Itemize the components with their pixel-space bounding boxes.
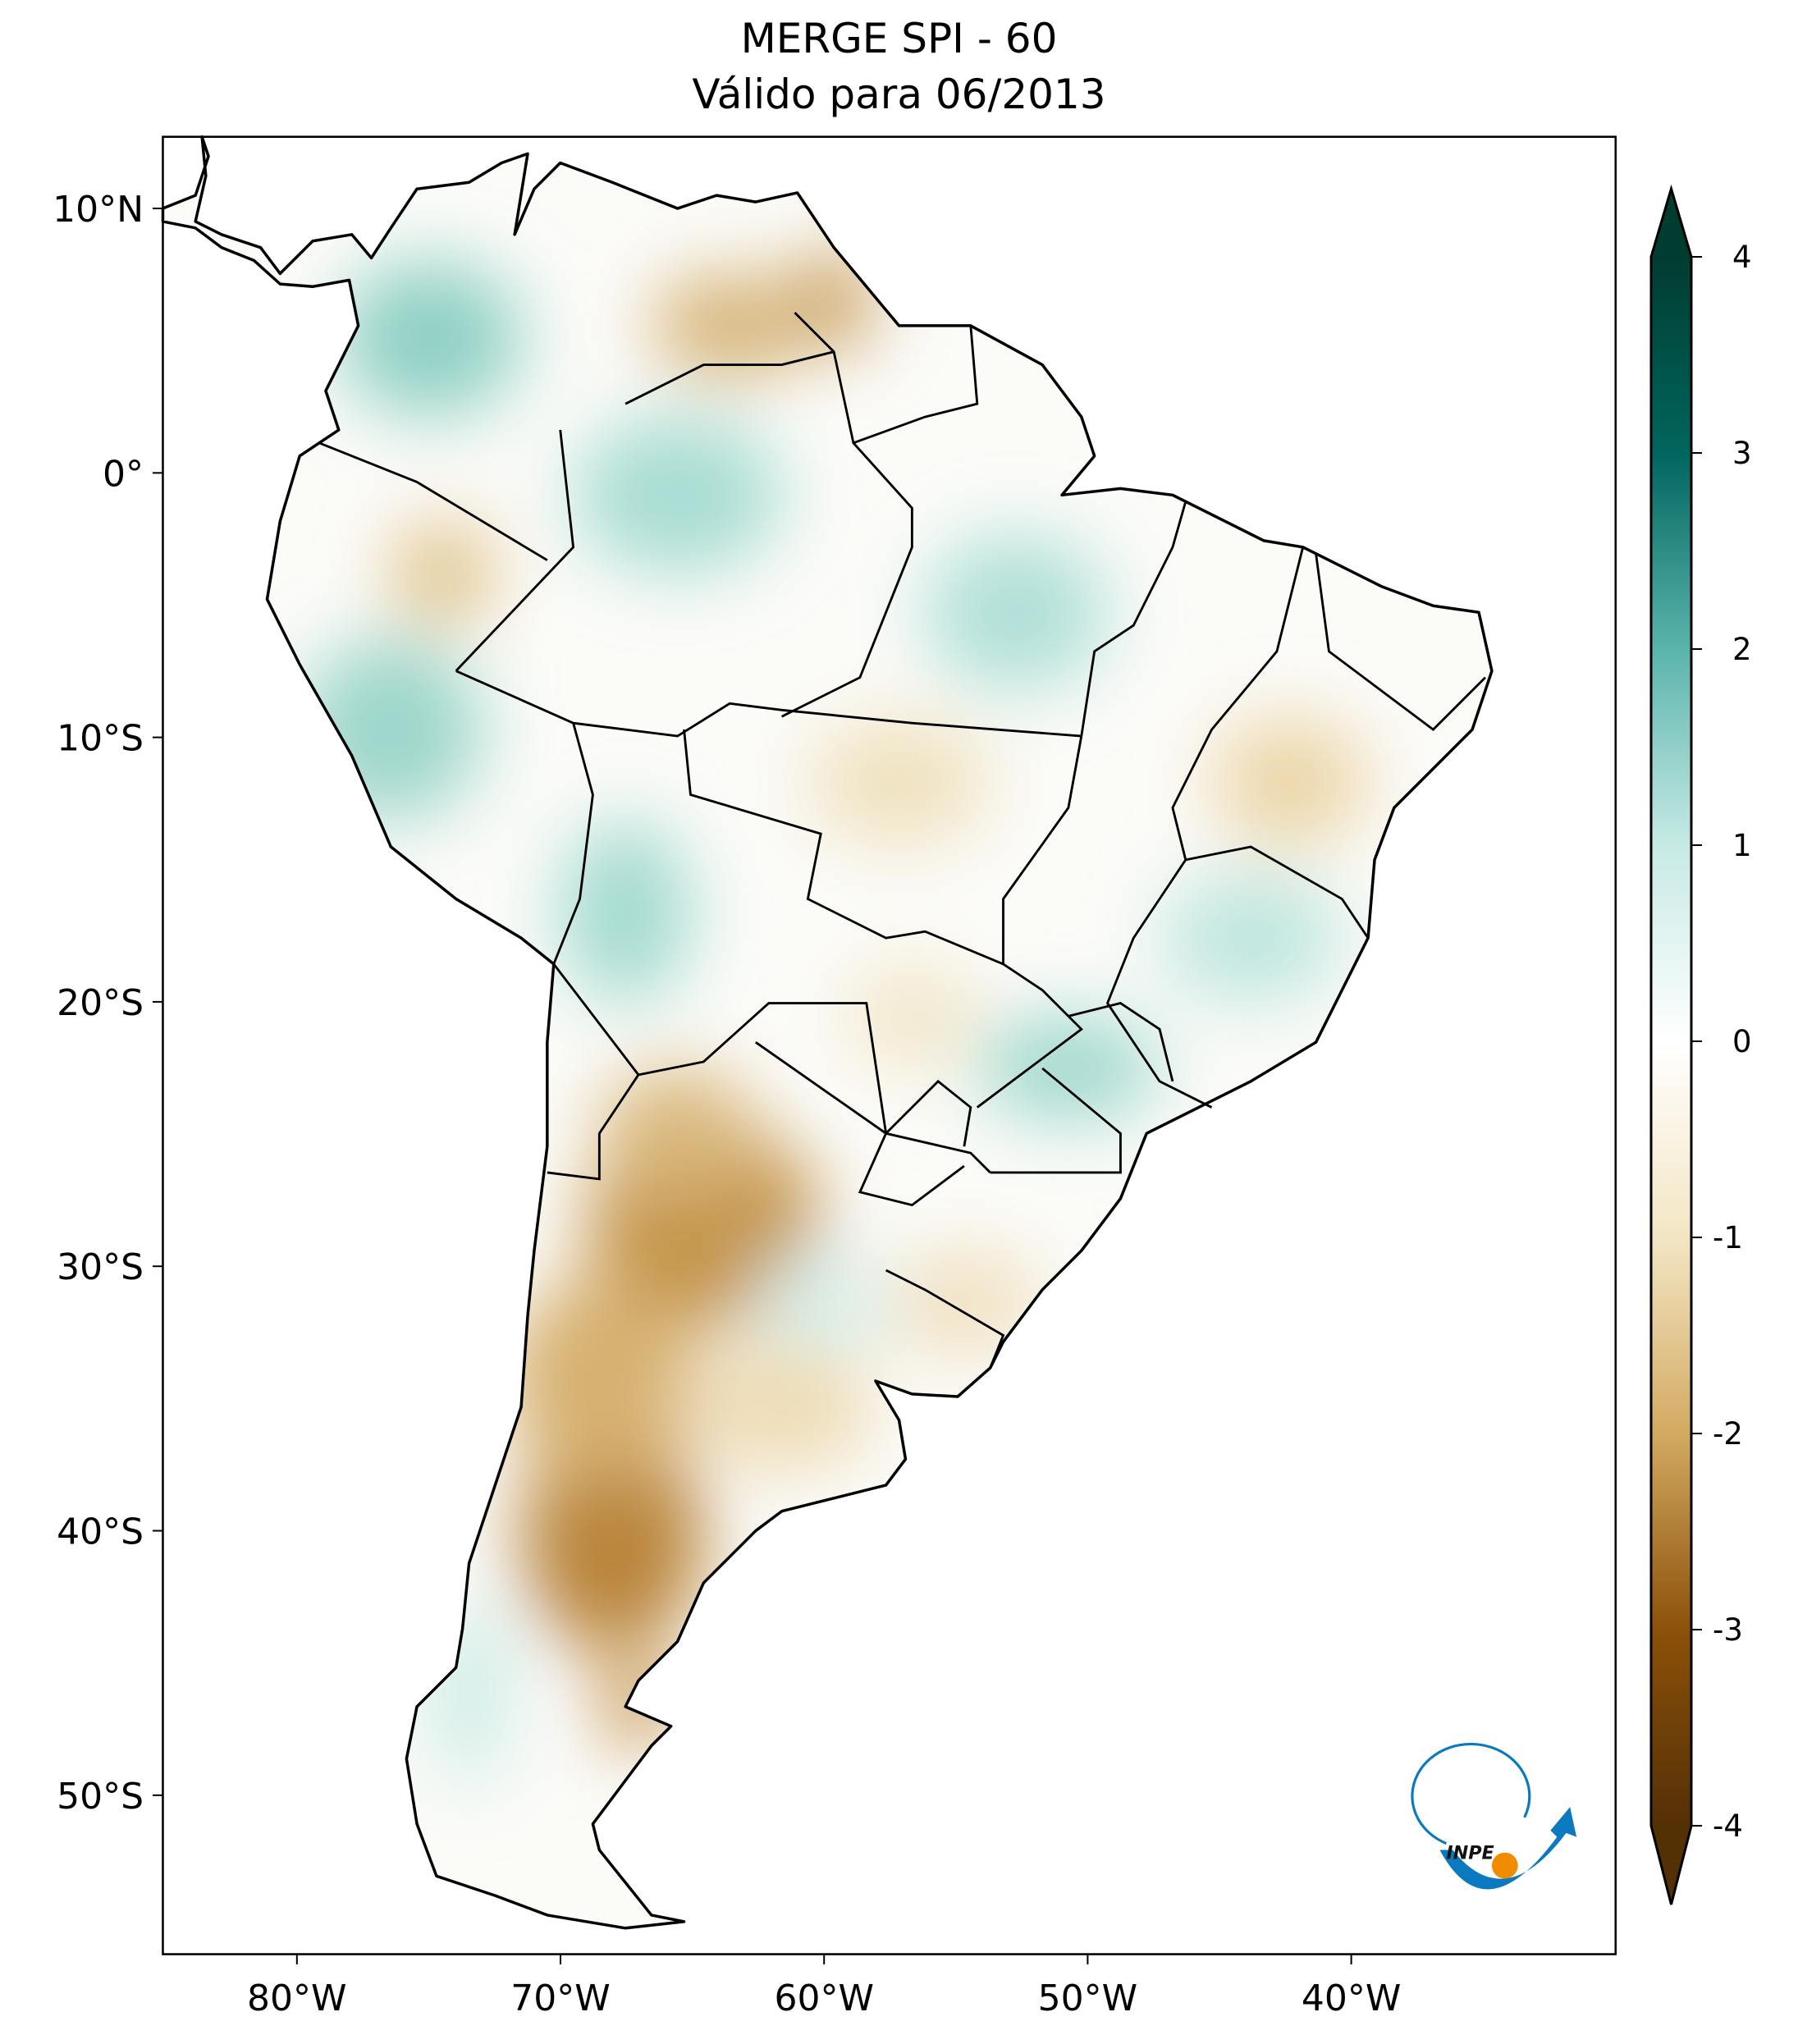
- spi-anomaly-patch: [1160, 872, 1343, 1004]
- spi-anomaly-patch: [573, 417, 782, 574]
- colorbar-tick-label: 4: [1732, 240, 1752, 275]
- lat-tick-label: 20°S: [57, 982, 144, 1024]
- spi-anomaly-patch: [300, 638, 483, 821]
- map-subtitle: Válido para 06/2013: [692, 71, 1106, 118]
- lon-tick-label: 80°W: [247, 1978, 347, 2019]
- colorbar-tick-label: 2: [1732, 632, 1752, 667]
- spi-anomaly-patch: [651, 273, 808, 378]
- map-title: MERGE SPI - 60: [740, 15, 1058, 62]
- spi-anomaly-patch: [521, 1420, 704, 1655]
- coastline: [161, 135, 1494, 1930]
- spi-anomaly-patch: [794, 247, 873, 352]
- colorbar-tick-label: -2: [1713, 1416, 1743, 1452]
- lat-tick-label: 0°: [103, 453, 144, 495]
- lat-tick-label: 10°S: [57, 718, 144, 760]
- spi-field: [162, 136, 1492, 1928]
- spi-anomaly-patch: [599, 1068, 756, 1199]
- country-borders: [318, 312, 1486, 1369]
- lat-tick-label: 30°S: [57, 1246, 144, 1288]
- lat-tick-label: 10°N: [53, 189, 144, 231]
- spi-anomaly-patch: [391, 521, 496, 626]
- colorbar-tick-label: -4: [1713, 1809, 1743, 1844]
- colorbar-tick-label: 3: [1732, 436, 1752, 471]
- spi-anomaly-patch: [690, 1342, 873, 1473]
- map-frame: [162, 135, 1617, 1955]
- lon-tick-label: 60°W: [774, 1978, 874, 2019]
- spi-anomaly-patch: [429, 1602, 509, 1786]
- spi-anomaly-patch: [560, 821, 691, 1004]
- colorbar-bar: [1649, 184, 1693, 1905]
- logo-orbit-icon: [1411, 1742, 1531, 1845]
- spi-anomaly-patch: [755, 1251, 886, 1356]
- lat-tick-label: 40°S: [57, 1511, 144, 1553]
- spi-anomaly-patch: [885, 1251, 1043, 1356]
- logo-sun-icon: [1491, 1852, 1518, 1879]
- spi-anomaly-patch: [338, 260, 522, 418]
- logo-swoosh-icon: [1439, 1807, 1577, 1890]
- lon-tick-label: 50°W: [1038, 1978, 1138, 2019]
- logo-text: INPE: [1446, 1843, 1494, 1864]
- inpe-logo: INPE: [1411, 1742, 1577, 1890]
- spi-anomaly-patch: [1211, 716, 1369, 848]
- spi-anomaly-patch: [847, 963, 977, 1068]
- lon-tick-label: 70°W: [510, 1978, 611, 2019]
- spi-anomaly-patch: [807, 716, 991, 848]
- lat-tick-label: 50°S: [57, 1776, 144, 1818]
- colorbar-tick-label: -3: [1713, 1612, 1743, 1648]
- spi-anomaly-patch: [925, 533, 1108, 691]
- colorbar-tick-label: 0: [1732, 1024, 1752, 1059]
- colorbar-tick-label: -1: [1713, 1220, 1743, 1255]
- spi-anomaly-patch: [508, 1276, 691, 1485]
- colorbar: 4 3 2 1 0 -1 -2 -3 -4: [1649, 184, 1752, 1905]
- axis-ticks: 80°W 70°W 60°W 50°W 40°W 10°N 0° 10°S 20°S 30°S 40…: [53, 189, 1401, 2019]
- colorbar-tick-label: 1: [1732, 828, 1752, 863]
- spi-anomaly-patch: [977, 1016, 1160, 1121]
- lon-tick-label: 40°W: [1302, 1978, 1402, 2019]
